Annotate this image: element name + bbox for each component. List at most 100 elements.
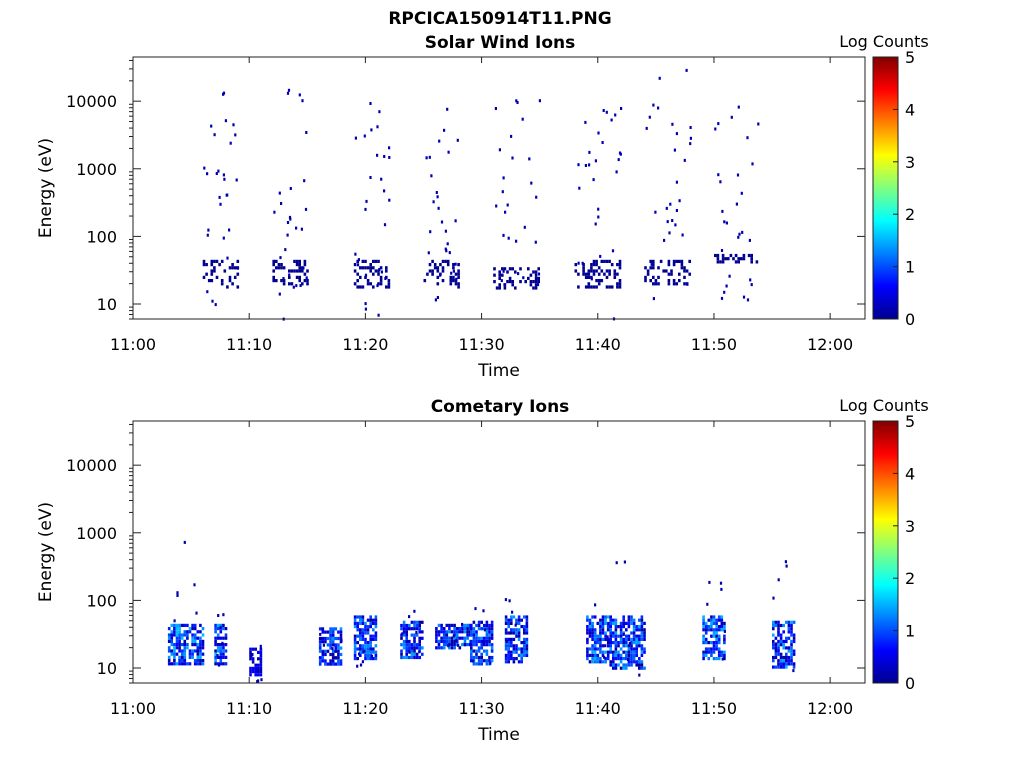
spectrogram-cell	[173, 659, 176, 663]
spectrogram-cell	[730, 115, 733, 119]
spectrogram-cell	[608, 285, 611, 289]
spectrogram-cell	[704, 641, 708, 645]
spectrogram-cell	[625, 637, 628, 641]
spectrogram-cell	[523, 641, 526, 645]
spectrogram-cell	[751, 162, 754, 166]
spectrogram-cell	[213, 133, 216, 137]
spectrogram-cell	[774, 636, 778, 640]
spectrogram-cell	[615, 561, 618, 565]
spectrogram-cell	[202, 263, 206, 267]
spectrogram-cell	[201, 652, 205, 656]
spectrogram-cell	[594, 603, 597, 607]
spectrogram-cell	[257, 679, 260, 683]
spectrogram-cell	[787, 620, 791, 624]
spectrogram-cell	[512, 628, 516, 632]
spectrogram-cell	[787, 659, 791, 663]
spectrogram-cell	[523, 644, 526, 648]
spectrogram-cell	[380, 177, 383, 181]
spectrogram-cell	[380, 270, 383, 274]
spectrogram-cell	[609, 625, 612, 629]
spectrogram-cell	[226, 285, 229, 289]
spectrogram-cell	[298, 275, 301, 279]
spectrogram-cell	[280, 266, 283, 270]
spectrogram-cell	[669, 202, 672, 206]
spectrogram-cell	[280, 279, 283, 283]
spectrogram-cell	[638, 618, 641, 622]
spectrogram-cell	[339, 627, 343, 631]
spectrogram-cell	[358, 652, 361, 656]
spectrogram-cell	[680, 259, 684, 263]
spectrogram-cell	[195, 611, 198, 615]
spectrogram-cell	[737, 105, 740, 109]
spectrogram-cell	[717, 634, 721, 638]
spectrogram-cell	[205, 263, 208, 267]
spectrogram-cell	[775, 642, 778, 646]
spectrogram-cell	[175, 652, 179, 656]
spectrogram-cell	[387, 282, 391, 286]
spectrogram-cell	[772, 620, 775, 624]
spectrogram-cell	[638, 657, 641, 661]
colorbar-tick-label: 2	[905, 205, 915, 224]
spectrogram-cell	[606, 641, 610, 645]
spectrogram-cell	[353, 641, 357, 645]
spectrogram-cell	[774, 620, 778, 624]
y-tick-label: 10	[97, 295, 117, 314]
spectrogram-cell	[339, 652, 343, 657]
solar-wind-panel: Solar Wind Ions 11:00 11:10 11:20 11:30 11:4…	[36, 32, 929, 381]
spectrogram-cell	[324, 630, 327, 634]
spectrogram-cell	[173, 643, 176, 647]
spectrogram-cell	[652, 297, 655, 301]
spectrogram-cell	[622, 663, 625, 667]
spectrogram-cell	[612, 663, 615, 667]
spectrogram-cell	[329, 630, 332, 634]
spectrogram-cell	[534, 276, 538, 280]
spectrogram-cell	[485, 639, 489, 644]
spectrogram-cell	[489, 661, 492, 665]
spectrogram-cell	[719, 180, 722, 184]
spectrogram-cell	[657, 275, 660, 279]
spectrogram-cell	[282, 279, 286, 283]
spectrogram-cell	[717, 641, 721, 645]
spectrogram-cell	[440, 627, 443, 631]
spectrogram-cell	[374, 634, 378, 638]
spectrogram-cell	[295, 269, 299, 273]
spectrogram-cell	[321, 630, 325, 634]
spectrogram-cell	[720, 296, 724, 300]
spectrogram-cell	[772, 659, 775, 663]
spectrogram-cell	[595, 285, 598, 289]
spectrogram-cell	[231, 266, 234, 270]
spectrogram-cell	[597, 282, 601, 286]
spectrogram-cell	[772, 633, 775, 637]
spectrogram-cell	[619, 621, 623, 625]
spectrogram-cell	[298, 259, 301, 263]
spectrogram-cell	[577, 261, 580, 265]
spectrogram-cell	[444, 247, 447, 251]
spectrogram-cell	[183, 643, 187, 647]
spectrogram-cell	[630, 644, 633, 648]
spectrogram-cell	[173, 652, 176, 656]
spectrogram-cell	[591, 628, 594, 632]
spectrogram-cell	[719, 581, 723, 585]
spectrogram-cell	[259, 644, 262, 648]
spectrogram-cell	[790, 649, 793, 653]
spectrogram-cell	[738, 232, 741, 236]
spectrogram-cell	[606, 628, 610, 632]
spectrogram-cell	[448, 636, 451, 640]
spectrogram-cell	[649, 279, 652, 283]
spectrogram-cell	[710, 628, 713, 632]
spectrogram-cell	[638, 644, 641, 648]
spectrogram-cell	[507, 653, 510, 657]
spectrogram-cell	[514, 270, 517, 274]
spectrogram-cell	[337, 630, 340, 634]
spectrogram-cell	[790, 633, 793, 637]
spectrogram-cell	[326, 662, 330, 666]
spectrogram-cell	[774, 646, 778, 650]
spectrogram-cell	[199, 643, 202, 647]
spectrogram-cell	[787, 646, 791, 650]
spectrogram-cell	[720, 653, 724, 657]
spectrogram-cell	[455, 277, 458, 281]
colorbar-tick-label: 4	[905, 464, 915, 483]
spectrogram-cell	[601, 618, 605, 622]
spectrogram-cell	[652, 282, 655, 286]
spectrogram-cell	[596, 641, 600, 645]
